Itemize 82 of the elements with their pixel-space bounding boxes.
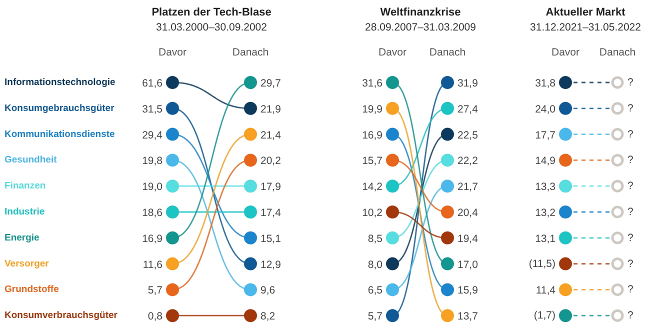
data-label: 31,6 (362, 78, 383, 90)
data-label: ? (628, 206, 634, 218)
legend-label: Grundstoffe (4, 284, 59, 296)
data-label: 11,4 (536, 284, 556, 297)
data-label: 14,2 (362, 181, 383, 194)
legend-label: Gesundheit (4, 154, 58, 166)
data-label: 8,2 (260, 310, 276, 323)
category-label: Danach (232, 46, 269, 58)
data-label: 17,4 (260, 207, 282, 219)
data-label: 18,6 (142, 207, 163, 219)
data-label: 20,4 (458, 207, 478, 219)
data-label: 27,4 (458, 103, 478, 116)
data-label: ? (628, 310, 634, 322)
data-label: 13,3 (535, 181, 556, 194)
data-label: 5,7 (148, 284, 163, 297)
data-label: 8,0 (368, 258, 383, 271)
data-label: 21,9 (260, 103, 282, 116)
legend-label: Konsumverbrauchsgüter (4, 310, 118, 322)
data-label: 15,9 (458, 284, 478, 297)
data-label: 13,7 (458, 310, 478, 323)
data-label: 10,2 (362, 207, 383, 219)
data-label: 20,2 (260, 155, 282, 168)
category-label: Davor (378, 46, 408, 58)
legend-label: Industrie (4, 206, 45, 218)
data-label: 17,0 (458, 258, 478, 271)
data-label: ? (628, 154, 634, 166)
data-label: 16,9 (362, 129, 383, 142)
legend-label: Kommunikationsdienste (4, 128, 115, 140)
category-label: Davor (551, 46, 580, 58)
data-label: ? (628, 128, 634, 140)
data-label: 21,7 (458, 181, 478, 194)
data-label: 19,8 (142, 155, 163, 168)
data-label: 22,5 (458, 129, 478, 142)
legend-label: Konsumgebrauchsgüter (4, 102, 115, 114)
legend-label: Informationstechnologie (4, 77, 116, 88)
text: 31.12.2021–31.05.2022 (530, 22, 642, 34)
data-label: 19,0 (142, 181, 163, 194)
category-label: Danach (429, 46, 466, 58)
data-label: ? (628, 102, 634, 114)
data-label: 14,9 (535, 155, 556, 168)
data-label: ? (628, 180, 634, 192)
data-label: 17,7 (535, 129, 556, 142)
data-label: 8,5 (368, 232, 383, 245)
text: 28.09.2007–31.03.2009 (365, 22, 476, 34)
data-label: 13,2 (535, 207, 556, 219)
data-label: 31,5 (142, 103, 163, 116)
data-label: 15,7 (362, 155, 383, 168)
data-label: 31,9 (458, 78, 478, 90)
data-label: (11,5) (528, 258, 556, 270)
data-label: 12,9 (260, 258, 282, 271)
data-label: 31,8 (535, 78, 556, 90)
data-label: 15,1 (260, 232, 282, 245)
data-label: 24,0 (535, 103, 556, 116)
data-label: 21,4 (260, 129, 282, 142)
data-label: ? (628, 258, 634, 270)
data-label: 9,6 (260, 284, 276, 297)
data-label: 0,8 (148, 310, 163, 323)
data-label: 16,9 (142, 232, 163, 245)
legend-label: Finanzen (4, 180, 46, 192)
data-label: 22,2 (458, 155, 478, 168)
data-label: 61,6 (142, 78, 163, 90)
data-label: 29,4 (142, 129, 163, 142)
data-label: 13,1 (535, 232, 556, 245)
category-label: Danach (599, 46, 636, 58)
data-label: ? (628, 284, 634, 296)
data-label: ? (628, 76, 634, 88)
data-label: 29,7 (260, 78, 282, 90)
legend-label: Energie (4, 232, 40, 244)
data-label: 19,9 (362, 103, 383, 116)
text: Platzen der Tech-Blase (152, 6, 272, 18)
data-label: 11,6 (142, 258, 163, 271)
category-label: Davor (158, 46, 188, 58)
legend-label: Versorger (4, 258, 50, 270)
text: Weltfinanzkrise (380, 6, 461, 18)
data-label: ? (628, 232, 634, 244)
data-label: 5,7 (368, 310, 383, 323)
data-label: (1,7) (534, 310, 556, 322)
data-label: 6,5 (368, 284, 383, 297)
text: 31.03.2000–30.09.2002 (156, 22, 268, 34)
data-label: 19,4 (458, 232, 478, 245)
data-label: 17,9 (260, 181, 282, 194)
text: Aktueller Markt (546, 6, 626, 18)
